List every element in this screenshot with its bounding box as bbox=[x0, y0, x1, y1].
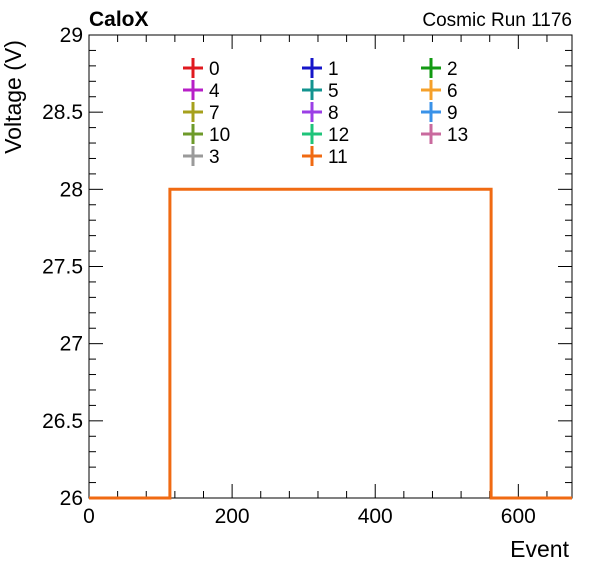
legend-label: 5 bbox=[328, 81, 339, 102]
legend-entry: 0 bbox=[183, 58, 220, 80]
y-tick-label: 27 bbox=[60, 333, 83, 356]
legend-label: 6 bbox=[447, 81, 458, 102]
x-tick-label: 600 bbox=[501, 505, 536, 528]
legend-label: 8 bbox=[328, 103, 339, 124]
y-axis-title: Voltage (V) bbox=[0, 40, 26, 154]
x-tick-label: 0 bbox=[83, 505, 95, 528]
x-axis-title: Event bbox=[510, 536, 569, 562]
legend-label: 0 bbox=[209, 59, 220, 80]
y-tick-label: 28 bbox=[60, 178, 83, 201]
series-lines bbox=[89, 187, 572, 500]
legend-entry: 13 bbox=[421, 124, 468, 146]
legend-entry: 9 bbox=[421, 102, 458, 124]
legend-label: 7 bbox=[209, 103, 220, 124]
x-tick-label: 200 bbox=[215, 505, 250, 528]
y-tick-label: 29 bbox=[60, 24, 83, 47]
run-label: Cosmic Run 1176 bbox=[422, 10, 572, 31]
legend-label: 12 bbox=[328, 125, 349, 146]
legend-label: 1 bbox=[328, 59, 339, 80]
experiment-label: CaloX bbox=[89, 8, 149, 31]
legend-entry: 4 bbox=[183, 80, 220, 102]
legend-entry: 8 bbox=[302, 102, 339, 124]
legend-entry: 6 bbox=[421, 80, 458, 102]
series-line-11 bbox=[89, 187, 572, 500]
x-tick-label: 400 bbox=[358, 505, 393, 528]
legend-label: 2 bbox=[447, 59, 458, 80]
legend-entry: 3 bbox=[183, 146, 220, 168]
legend-label: 4 bbox=[209, 81, 220, 102]
legend-label: 3 bbox=[209, 147, 220, 168]
legend-entry: 5 bbox=[302, 80, 339, 102]
y-tick-labels: 26 26.5 27 27.5 28 28.5 29 bbox=[42, 24, 83, 510]
legend-entry: 10 bbox=[183, 124, 230, 146]
legend-entry: 2 bbox=[421, 58, 458, 80]
legend-entry: 12 bbox=[302, 124, 349, 146]
legend-label: 9 bbox=[447, 103, 458, 124]
legend-label: 13 bbox=[447, 125, 468, 146]
legend-entry: 7 bbox=[183, 102, 220, 124]
legend-entry: 11 bbox=[302, 146, 348, 168]
y-tick-label: 26 bbox=[60, 487, 83, 510]
x-tick-labels: 0 200 400 600 bbox=[83, 505, 536, 528]
legend-label: 10 bbox=[209, 125, 230, 146]
y-tick-label: 26.5 bbox=[42, 410, 83, 433]
legend-entry: 1 bbox=[302, 58, 339, 80]
y-tick-label: 28.5 bbox=[42, 101, 83, 124]
legend: 0 1 24 5 67 8 910 12 133 11 bbox=[183, 58, 468, 168]
axis-ticks bbox=[88, 34, 572, 499]
legend-label: 11 bbox=[328, 147, 348, 168]
y-tick-label: 27.5 bbox=[42, 256, 83, 279]
